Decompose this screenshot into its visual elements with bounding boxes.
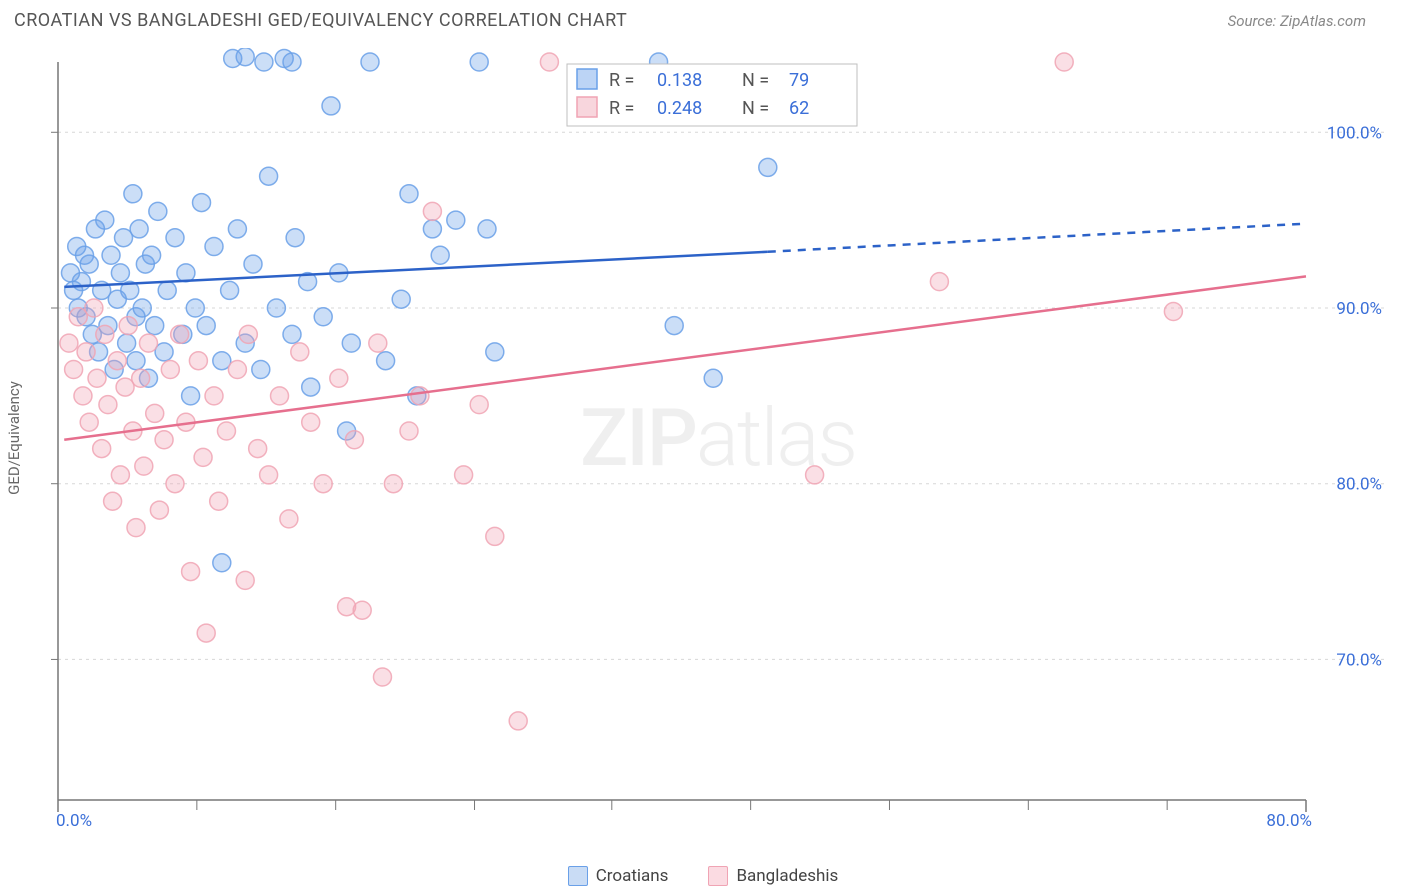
legend-label-bangladeshis: Bangladeshis (736, 866, 838, 886)
svg-text:R =: R = (609, 70, 634, 91)
svg-text:70.0%: 70.0% (1336, 650, 1382, 670)
legend-item-bangladeshis: Bangladeshis (708, 866, 838, 886)
legend-swatch-bangladeshis (708, 866, 728, 886)
svg-text:62: 62 (789, 98, 809, 119)
svg-text:90.0%: 90.0% (1336, 299, 1382, 319)
svg-text:0.248: 0.248 (657, 98, 702, 119)
svg-text:80.0%: 80.0% (1266, 811, 1312, 828)
svg-text:0.138: 0.138 (657, 70, 702, 91)
legend-label-croatians: Croatians (596, 866, 669, 886)
svg-text:79: 79 (789, 70, 809, 91)
svg-text:R =: R = (609, 98, 634, 119)
svg-text:0.0%: 0.0% (56, 811, 92, 828)
svg-text:N =: N = (742, 98, 769, 119)
y-axis-label: GED/Equivalency (5, 381, 23, 495)
svg-text:80.0%: 80.0% (1336, 475, 1382, 495)
svg-text:N =: N = (742, 70, 769, 91)
source-label: Source: ZipAtlas.com (1228, 12, 1366, 30)
chart-title: CROATIAN VS BANGLADESHI GED/EQUIVALENCY … (14, 10, 627, 31)
bottom-legend: Croatians Bangladeshis (0, 866, 1406, 886)
plot-area: GED/Equivalency 70.0%80.0%90.0%100.0%0.0… (48, 48, 1388, 828)
legend-item-croatians: Croatians (568, 866, 669, 886)
svg-text:100.0%: 100.0% (1327, 123, 1382, 143)
scatter-svg: 70.0% 80.0% 90.0% 100.0% 0.0% 80.0% R = 0.138 N … (48, 48, 1388, 828)
legend-swatch-croatians (568, 866, 588, 886)
